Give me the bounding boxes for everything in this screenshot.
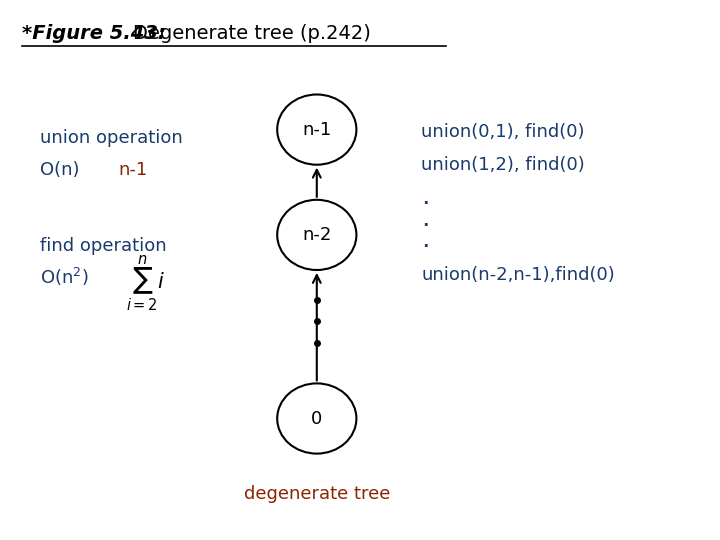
Text: find operation: find operation <box>40 237 166 255</box>
Text: union operation: union operation <box>40 129 182 147</box>
Text: n-1: n-1 <box>119 161 148 179</box>
Text: n-1: n-1 <box>302 120 331 139</box>
Text: Degenerate tree (p.242): Degenerate tree (p.242) <box>133 24 371 43</box>
Text: .: . <box>421 184 430 210</box>
Text: .: . <box>421 227 430 253</box>
Text: degenerate tree: degenerate tree <box>243 485 390 503</box>
Ellipse shape <box>277 383 356 454</box>
Text: union(1,2), find(0): union(1,2), find(0) <box>421 156 585 174</box>
Text: *Figure 5.43:: *Figure 5.43: <box>22 24 166 43</box>
Text: union(n-2,n-1),find(0): union(n-2,n-1),find(0) <box>421 266 615 285</box>
Text: O(n): O(n) <box>40 161 96 179</box>
Text: .: . <box>421 206 430 232</box>
Text: n-2: n-2 <box>302 226 331 244</box>
Ellipse shape <box>277 200 356 270</box>
Text: O(n$^2$): O(n$^2$) <box>40 266 89 287</box>
Text: $\sum_{i=2}^{n} i$: $\sum_{i=2}^{n} i$ <box>126 254 165 313</box>
Text: 0: 0 <box>311 409 323 428</box>
Text: union(0,1), find(0): union(0,1), find(0) <box>421 123 585 141</box>
Ellipse shape <box>277 94 356 165</box>
